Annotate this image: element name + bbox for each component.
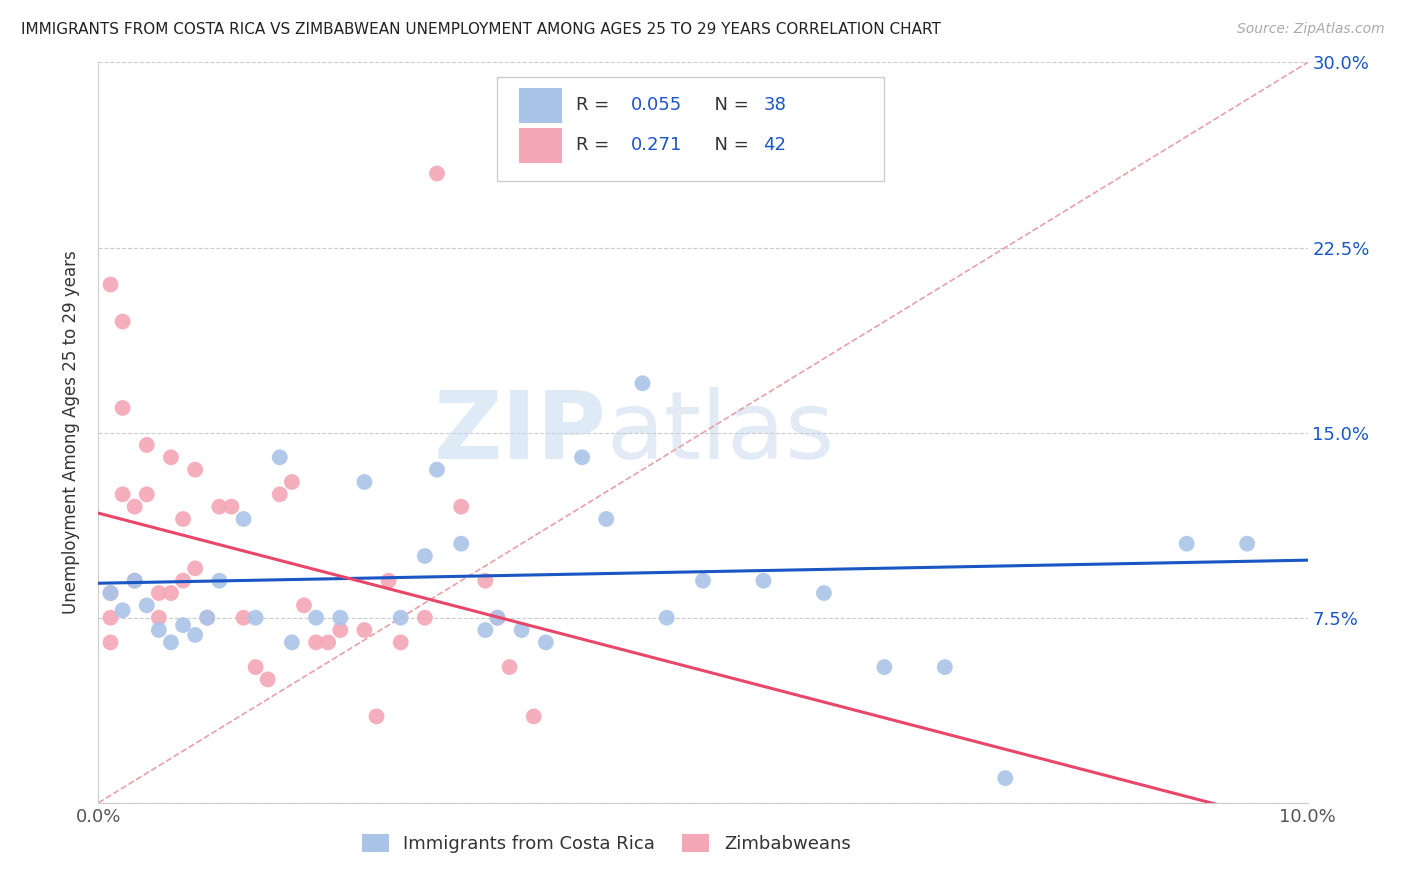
Point <box>100 635 122 649</box>
Point <box>111 401 134 415</box>
Point <box>135 599 157 613</box>
Point <box>148 610 170 624</box>
Point <box>305 610 328 624</box>
Text: atlas: atlas <box>606 386 835 479</box>
Point <box>389 610 412 624</box>
Text: N =: N = <box>703 136 755 154</box>
Point <box>172 512 194 526</box>
Point <box>523 709 546 723</box>
Point <box>292 599 315 613</box>
Point <box>510 623 533 637</box>
Point <box>498 660 520 674</box>
Point <box>195 610 218 624</box>
Point <box>486 610 509 624</box>
Point <box>450 536 472 550</box>
Point <box>172 574 194 588</box>
Point <box>281 635 304 649</box>
Point <box>100 277 122 292</box>
Point <box>631 376 654 391</box>
Point <box>269 487 291 501</box>
Point <box>111 603 134 617</box>
Point <box>752 574 775 588</box>
Text: Source: ZipAtlas.com: Source: ZipAtlas.com <box>1237 22 1385 37</box>
Point <box>571 450 593 465</box>
Point <box>281 475 304 489</box>
Point <box>148 623 170 637</box>
Point <box>100 586 122 600</box>
Point <box>111 314 134 328</box>
Point <box>124 574 146 588</box>
Point <box>353 475 375 489</box>
Point <box>135 487 157 501</box>
Point <box>426 166 449 180</box>
Point <box>208 574 231 588</box>
Point <box>934 660 956 674</box>
Text: 0.055: 0.055 <box>630 96 682 114</box>
Point <box>994 771 1017 785</box>
Point <box>450 500 472 514</box>
Legend: Immigrants from Costa Rica, Zimbabweans: Immigrants from Costa Rica, Zimbabweans <box>354 827 858 861</box>
Point <box>195 610 218 624</box>
Point <box>160 586 183 600</box>
Point <box>148 586 170 600</box>
Point <box>413 610 436 624</box>
Bar <box>519 128 561 163</box>
Point <box>160 450 183 465</box>
Point <box>124 574 146 588</box>
Point <box>426 462 449 476</box>
Text: N =: N = <box>703 96 755 114</box>
Point <box>256 673 278 687</box>
Point <box>135 438 157 452</box>
Point <box>668 166 690 180</box>
Text: R =: R = <box>576 96 614 114</box>
Point <box>692 574 714 588</box>
Text: R =: R = <box>576 136 621 154</box>
Point <box>160 635 183 649</box>
Text: ZIP: ZIP <box>433 386 606 479</box>
Point <box>245 660 267 674</box>
Point <box>316 635 339 649</box>
Point <box>1236 536 1258 550</box>
Point <box>389 635 412 649</box>
Point <box>1175 536 1198 550</box>
Text: 42: 42 <box>763 136 786 154</box>
Point <box>208 500 231 514</box>
Point <box>474 623 496 637</box>
Point <box>172 618 194 632</box>
Point <box>474 574 496 588</box>
Point <box>353 623 375 637</box>
Point <box>184 462 207 476</box>
Point <box>873 660 896 674</box>
Point <box>595 512 617 526</box>
Point <box>111 487 134 501</box>
Point <box>232 512 254 526</box>
Text: IMMIGRANTS FROM COSTA RICA VS ZIMBABWEAN UNEMPLOYMENT AMONG AGES 25 TO 29 YEARS : IMMIGRANTS FROM COSTA RICA VS ZIMBABWEAN… <box>21 22 941 37</box>
Text: 0.271: 0.271 <box>630 136 682 154</box>
Point <box>813 586 835 600</box>
Point <box>366 709 388 723</box>
Point <box>486 610 509 624</box>
Point <box>100 610 122 624</box>
Point <box>305 635 328 649</box>
Point <box>534 635 557 649</box>
Point <box>655 610 678 624</box>
Bar <box>519 87 561 123</box>
Point <box>232 610 254 624</box>
Point <box>377 574 399 588</box>
Point <box>269 450 291 465</box>
Point <box>413 549 436 563</box>
Point <box>245 610 267 624</box>
Y-axis label: Unemployment Among Ages 25 to 29 years: Unemployment Among Ages 25 to 29 years <box>62 251 80 615</box>
Point <box>221 500 243 514</box>
Bar <box>498 78 884 181</box>
Point <box>100 586 122 600</box>
Point <box>329 623 352 637</box>
Point <box>184 628 207 642</box>
Point <box>329 610 352 624</box>
Point <box>124 500 146 514</box>
Point <box>184 561 207 575</box>
Text: 38: 38 <box>763 96 786 114</box>
